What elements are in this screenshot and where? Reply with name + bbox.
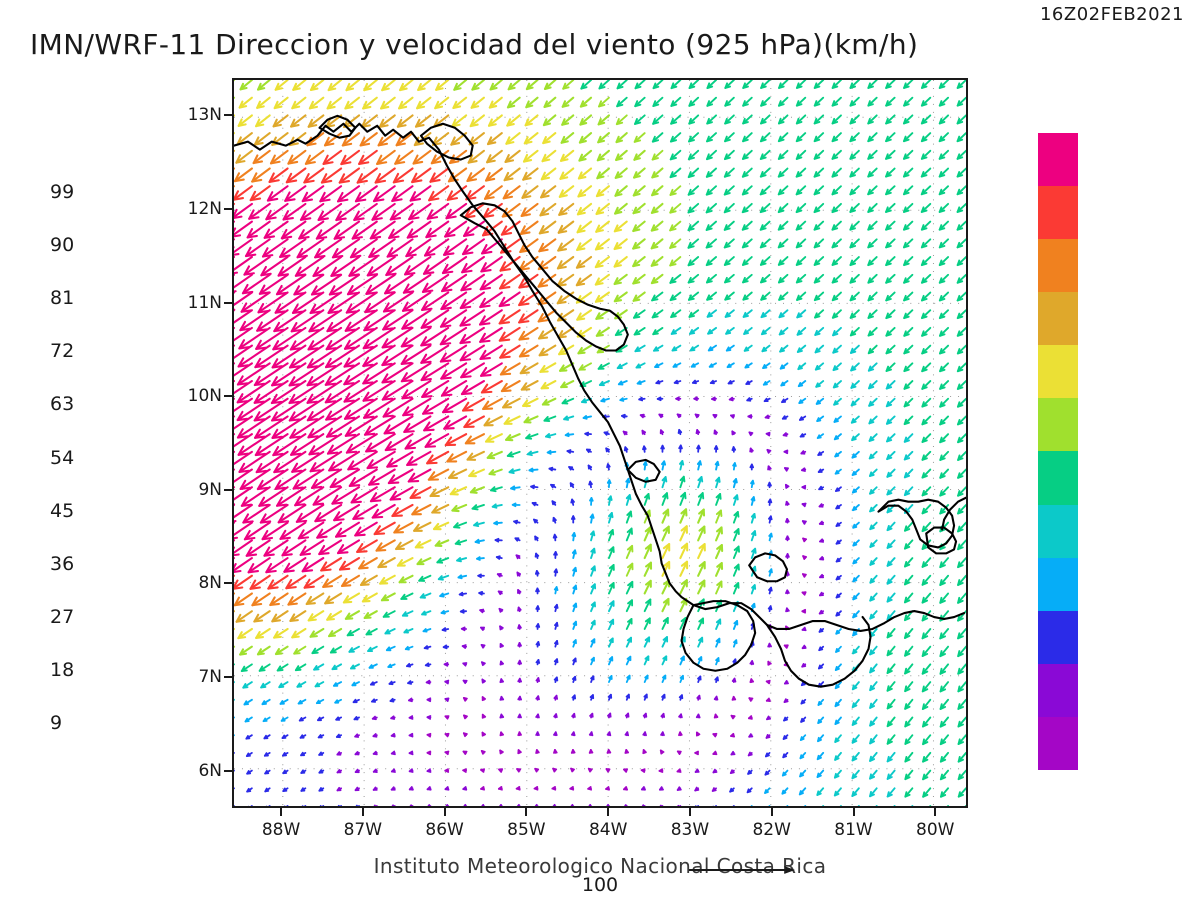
colorbar-band [1038,239,1078,293]
reference-vector-label: 100 [581,874,619,896]
y-axis-tick-label: 7N [198,666,222,687]
forecast-timestamp: 16Z02FEB2021 [1039,4,1184,25]
x-axis-tick-label: 87W [343,820,383,840]
y-axis-tickmark [224,208,233,211]
x-axis-tickmark [443,807,446,816]
x-axis-tickmark [688,807,691,816]
y-axis-tick-label: 10N [187,386,222,407]
y-axis-tick-label: 12N [187,199,222,220]
colorbar-band [1038,610,1078,664]
y-axis-tickmark [224,488,233,491]
colorbar-tick-label: 81 [50,287,75,310]
page-title: IMN/WRF-11 Direccion y velocidad del vie… [30,28,919,61]
coastline-overlay [234,114,966,688]
y-axis-tick-label: 8N [198,573,222,594]
x-axis-tick-label: 81W [834,820,873,840]
colorbar-band [1038,716,1078,770]
colorbar-band [1038,557,1078,611]
colorbar-band [1038,398,1078,452]
colorbar-tick-label: 54 [50,446,75,469]
colorbar-tick-label: 27 [50,605,75,628]
y-axis-tickmark [224,582,233,585]
y-axis-tickmark [224,675,233,678]
map-canvas [234,80,966,806]
colorbar-tick-label: 99 [50,181,75,204]
gridlines [234,80,966,806]
colorbar-band [1038,133,1078,187]
x-axis-tick-label: 83W [670,820,710,840]
y-axis-tickmark [224,114,233,117]
map-plot-area [232,78,968,808]
x-axis-tickmark [770,807,773,816]
y-axis-tick-label: 6N [198,760,222,781]
colorbar-tick-label: 36 [50,552,75,575]
x-axis-tick-label: 84W [588,820,628,840]
y-axis-tick-label: 11N [187,292,222,313]
x-axis-tick-label: 82W [752,820,791,840]
colorbar-band [1038,451,1078,505]
x-axis-tick-label: 80W [916,820,955,840]
y-axis-tick-label: 13N [187,105,222,126]
institution-credit: Instituto Meteorologico Nacional Costa R… [373,854,827,878]
reference-vector-arrow [689,866,795,874]
x-axis-tickmark [525,807,528,816]
wind-vector-field [234,80,966,806]
speed-colorbar [1038,133,1078,770]
colorbar-tick-label: 63 [50,393,75,416]
colorbar-tick-label: 72 [50,340,75,363]
x-axis-tick-label: 88W [261,820,301,840]
x-axis-tick-label: 86W [425,820,464,840]
y-axis-tickmark [224,769,233,772]
y-axis-tick-label: 9N [198,479,222,500]
x-axis-tick-label: 85W [507,820,546,840]
y-axis-tickmark [224,395,233,398]
x-axis-tickmark [852,807,855,816]
x-axis-tickmark [361,807,364,816]
x-axis-tickmark [607,807,610,816]
colorbar-band [1038,663,1078,717]
colorbar-band [1038,345,1078,399]
colorbar-band [1038,186,1078,240]
colorbar-tick-label: 9 [50,711,63,734]
colorbar-tick-label: 90 [50,234,75,257]
x-axis-tickmark [934,807,937,816]
colorbar-tick-label: 45 [50,499,75,522]
x-axis-tickmark [280,807,283,816]
colorbar-tick-label: 18 [50,658,75,681]
colorbar-band [1038,292,1078,346]
y-axis-tickmark [224,301,233,304]
colorbar-band [1038,504,1078,558]
